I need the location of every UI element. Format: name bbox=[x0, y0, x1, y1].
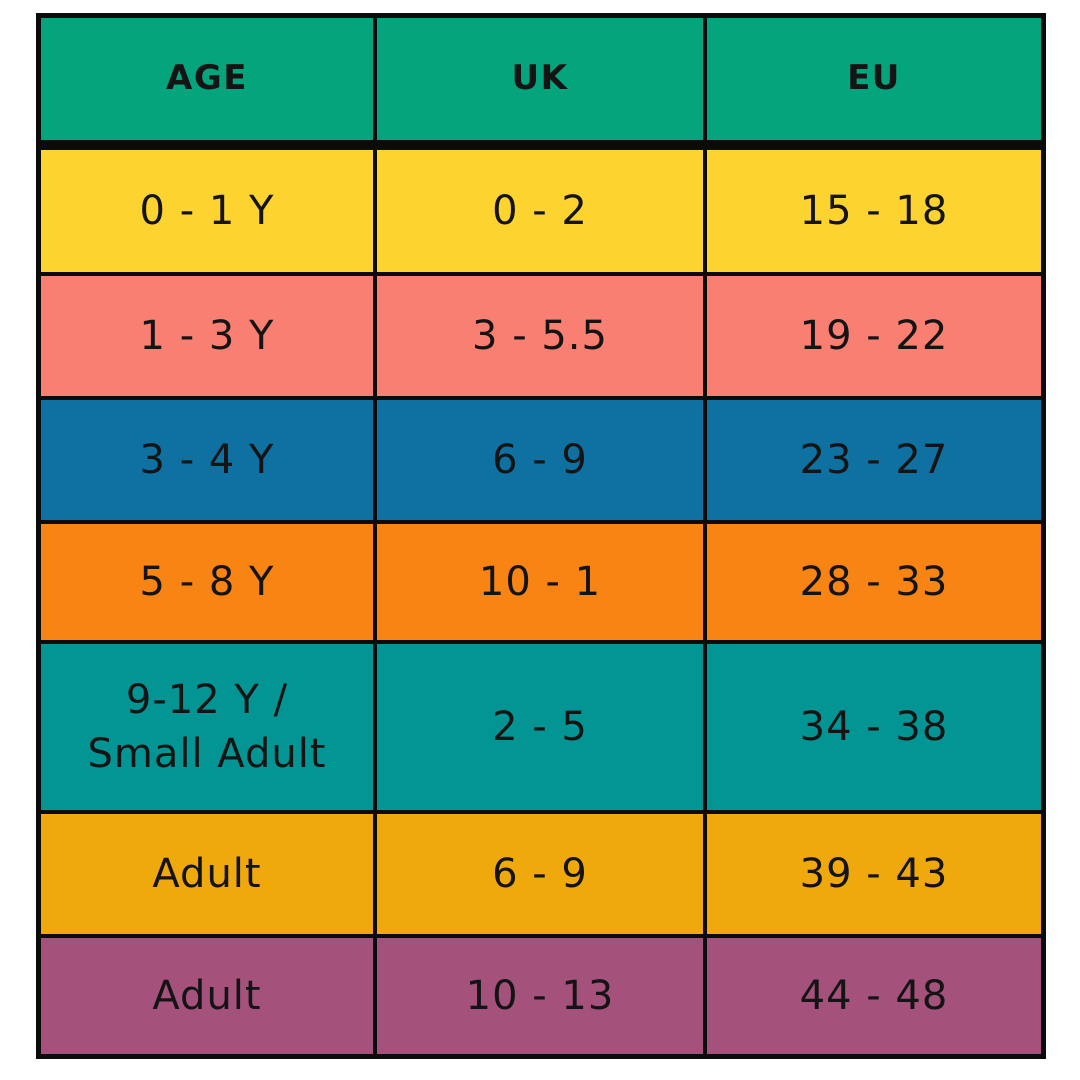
eu-cell: 44 - 48 bbox=[707, 938, 1041, 1054]
age-cell: 9-12 Y / Small Adult bbox=[41, 644, 377, 810]
age-cell: 1 - 3 Y bbox=[41, 276, 377, 396]
header-uk: UK bbox=[377, 18, 707, 140]
uk-cell: 3 - 5.5 bbox=[377, 276, 707, 396]
table-row: 1 - 3 Y 3 - 5.5 19 - 22 bbox=[41, 272, 1041, 396]
age-cell: Adult bbox=[41, 814, 377, 934]
uk-cell: 2 - 5 bbox=[377, 644, 707, 810]
size-conversion-table: AGE UK EU 0 - 1 Y 0 - 2 15 - 18 1 - 3 Y … bbox=[36, 13, 1046, 1059]
header-row: AGE UK EU bbox=[41, 18, 1041, 140]
uk-cell: 10 - 1 bbox=[377, 524, 707, 640]
table-row: 0 - 1 Y 0 - 2 15 - 18 bbox=[41, 140, 1041, 272]
uk-cell: 6 - 9 bbox=[377, 814, 707, 934]
eu-cell: 15 - 18 bbox=[707, 150, 1041, 272]
age-cell: 3 - 4 Y bbox=[41, 400, 377, 520]
age-cell: 5 - 8 Y bbox=[41, 524, 377, 640]
table-row: Adult 6 - 9 39 - 43 bbox=[41, 810, 1041, 934]
uk-cell: 0 - 2 bbox=[377, 150, 707, 272]
eu-cell: 19 - 22 bbox=[707, 276, 1041, 396]
eu-cell: 28 - 33 bbox=[707, 524, 1041, 640]
eu-cell: 23 - 27 bbox=[707, 400, 1041, 520]
eu-cell: 34 - 38 bbox=[707, 644, 1041, 810]
table-row: Adult 10 - 13 44 - 48 bbox=[41, 934, 1041, 1054]
age-cell: Adult bbox=[41, 938, 377, 1054]
uk-cell: 6 - 9 bbox=[377, 400, 707, 520]
table-row: 5 - 8 Y 10 - 1 28 - 33 bbox=[41, 520, 1041, 640]
uk-cell: 10 - 13 bbox=[377, 938, 707, 1054]
table-row: 3 - 4 Y 6 - 9 23 - 27 bbox=[41, 396, 1041, 520]
table-row: 9-12 Y / Small Adult 2 - 5 34 - 38 bbox=[41, 640, 1041, 810]
eu-cell: 39 - 43 bbox=[707, 814, 1041, 934]
header-eu: EU bbox=[707, 18, 1041, 140]
age-cell: 0 - 1 Y bbox=[41, 150, 377, 272]
header-age: AGE bbox=[41, 18, 377, 140]
